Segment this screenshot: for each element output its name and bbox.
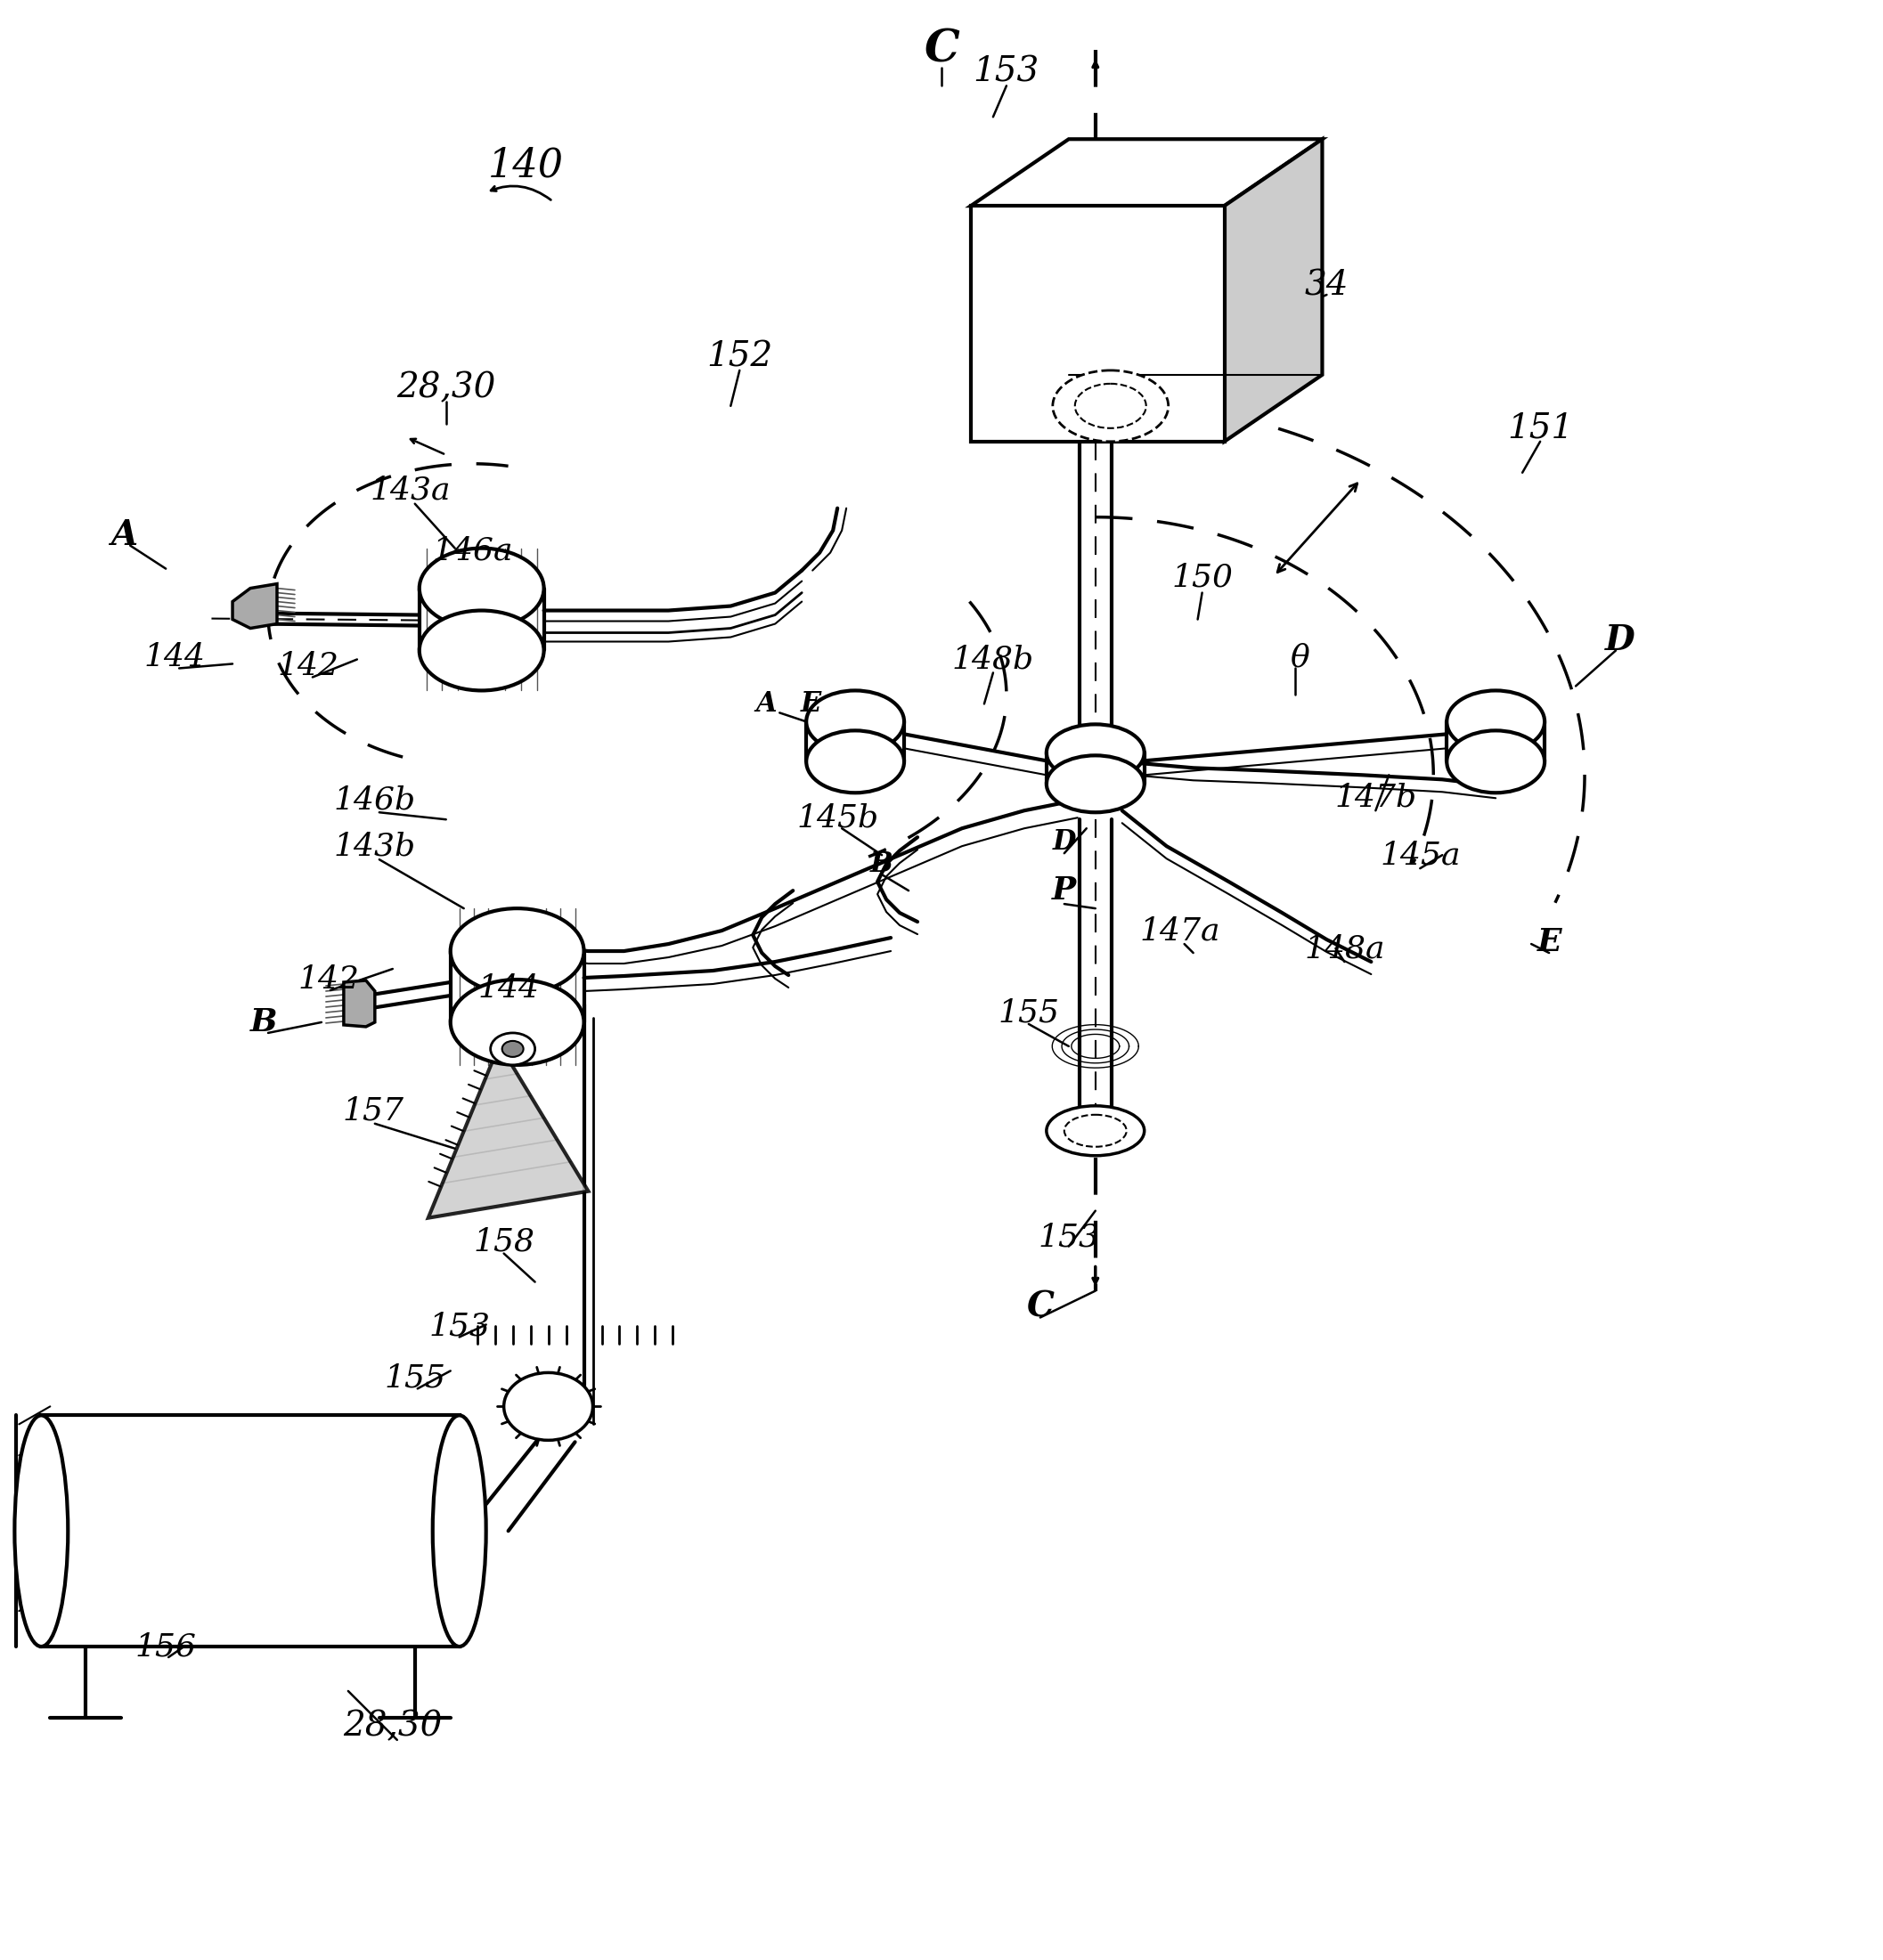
Text: 145b: 145b <box>797 802 879 833</box>
Polygon shape <box>1224 139 1322 441</box>
Text: 140: 140 <box>488 147 565 184</box>
Text: 143a: 143a <box>371 474 450 506</box>
Ellipse shape <box>1047 725 1145 782</box>
Text: 147a: 147a <box>1139 915 1220 947</box>
Ellipse shape <box>806 690 904 753</box>
Text: θ: θ <box>1290 643 1311 672</box>
Text: 147b: 147b <box>1335 782 1416 811</box>
Ellipse shape <box>433 1415 486 1646</box>
Polygon shape <box>232 584 277 629</box>
Text: 153: 153 <box>429 1311 490 1341</box>
Text: 146b: 146b <box>333 784 416 815</box>
Ellipse shape <box>1047 1105 1145 1156</box>
Ellipse shape <box>1053 370 1167 441</box>
Text: 148a: 148a <box>1305 933 1384 964</box>
Text: 145a: 145a <box>1380 841 1461 870</box>
Text: 155: 155 <box>384 1362 446 1394</box>
Text: C: C <box>925 27 958 73</box>
Polygon shape <box>972 139 1322 206</box>
Ellipse shape <box>806 731 904 792</box>
Text: A: A <box>111 517 137 553</box>
Text: B: B <box>870 851 893 878</box>
Text: E: E <box>800 690 821 717</box>
Text: A: A <box>755 690 778 717</box>
Text: C: C <box>1026 1290 1054 1323</box>
Text: 157: 157 <box>343 1096 403 1127</box>
Ellipse shape <box>1047 755 1145 811</box>
Text: 158: 158 <box>473 1227 535 1256</box>
Text: 144: 144 <box>143 643 205 672</box>
Text: 150: 150 <box>1171 563 1233 592</box>
Text: D: D <box>1053 827 1075 855</box>
Text: 28,30: 28,30 <box>343 1711 443 1742</box>
Ellipse shape <box>1446 690 1544 753</box>
Ellipse shape <box>420 610 544 690</box>
Ellipse shape <box>420 549 544 629</box>
Ellipse shape <box>1075 384 1147 427</box>
FancyBboxPatch shape <box>41 1415 459 1646</box>
Text: E: E <box>1537 927 1561 956</box>
Text: 151: 151 <box>1506 412 1572 445</box>
Text: D: D <box>1604 623 1634 657</box>
Ellipse shape <box>505 1372 593 1441</box>
Polygon shape <box>345 980 375 1027</box>
Ellipse shape <box>1064 1115 1126 1147</box>
Ellipse shape <box>15 1415 68 1646</box>
Text: 153: 153 <box>974 57 1039 88</box>
Text: 152: 152 <box>706 341 772 374</box>
Text: 143b: 143b <box>333 831 416 860</box>
Ellipse shape <box>450 980 584 1064</box>
Text: 142: 142 <box>298 964 360 994</box>
Text: 28,30: 28,30 <box>397 372 495 404</box>
Ellipse shape <box>490 1033 535 1064</box>
Text: 144: 144 <box>478 974 539 1004</box>
Ellipse shape <box>503 1041 523 1056</box>
Text: 155: 155 <box>998 998 1060 1029</box>
Polygon shape <box>427 1045 587 1217</box>
Text: 153: 153 <box>1038 1223 1100 1252</box>
Ellipse shape <box>1446 731 1544 792</box>
Ellipse shape <box>450 907 584 994</box>
Text: 142: 142 <box>277 651 339 682</box>
Text: B: B <box>250 1007 277 1037</box>
FancyBboxPatch shape <box>972 206 1224 441</box>
Text: 156: 156 <box>136 1631 196 1662</box>
Text: P: P <box>1053 876 1077 906</box>
Text: 34: 34 <box>1305 269 1348 302</box>
Text: 148b: 148b <box>953 645 1034 674</box>
Text: 146a: 146a <box>433 535 512 566</box>
